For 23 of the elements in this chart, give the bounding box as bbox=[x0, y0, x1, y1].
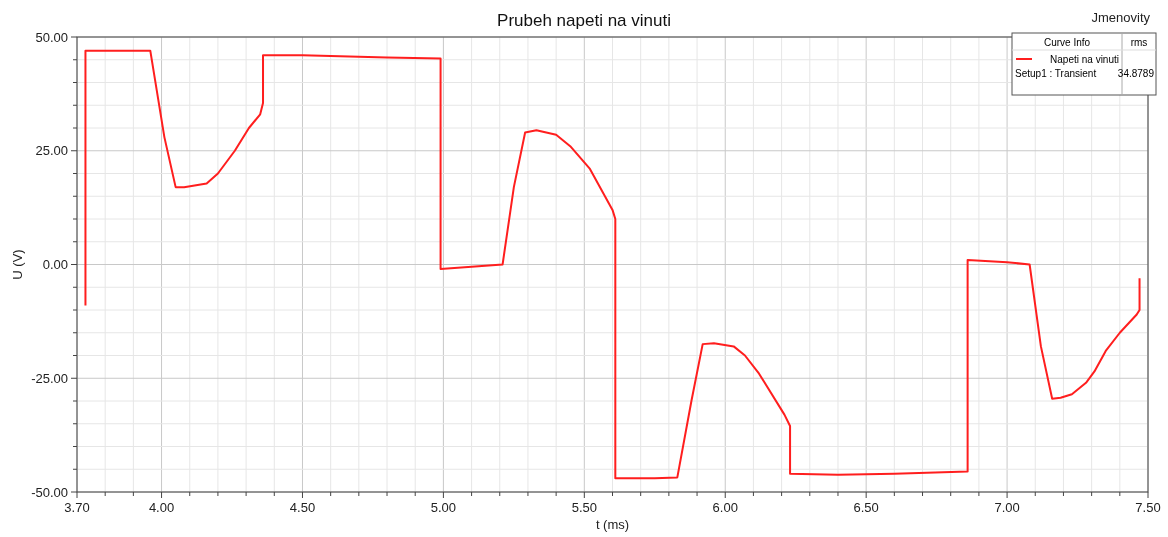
x-tick-label: 7.50 bbox=[1135, 500, 1161, 515]
annotation: 34.8789 bbox=[1117, 68, 1155, 79]
x-tick-label: 5.00 bbox=[430, 500, 457, 515]
x-axis-title: t (ms) bbox=[595, 517, 630, 532]
y-axis-title: U (V) bbox=[10, 249, 25, 280]
annotation: Curve Info bbox=[1043, 37, 1091, 48]
y-tick-label: 50.00 bbox=[35, 29, 68, 45]
legend-label: Napeti na vinuti bbox=[1050, 54, 1119, 65]
annotation: Setup1 : Transient bbox=[1015, 68, 1097, 79]
text: Jmenovity bbox=[1091, 10, 1151, 25]
annotation: rms bbox=[1130, 37, 1148, 48]
y-tick-label: 0.00 bbox=[42, 257, 68, 273]
chart-title: Prubeh napeti na vinuti bbox=[497, 11, 671, 30]
y-tick-label: -50.00 bbox=[31, 484, 68, 500]
x-tick-label: 4.00 bbox=[148, 500, 175, 515]
x-tick-label: 3.70 bbox=[64, 500, 90, 515]
x-tick-label: 6.50 bbox=[853, 500, 879, 515]
x-tick-label: 6.00 bbox=[712, 500, 738, 515]
x-tick-label: 5.50 bbox=[571, 500, 597, 515]
y-tick-label: 25.00 bbox=[35, 143, 68, 159]
y-tick-label: -25.00 bbox=[31, 370, 68, 386]
x-tick-label: 4.50 bbox=[289, 500, 316, 515]
x-tick-label: 7.00 bbox=[994, 500, 1020, 515]
